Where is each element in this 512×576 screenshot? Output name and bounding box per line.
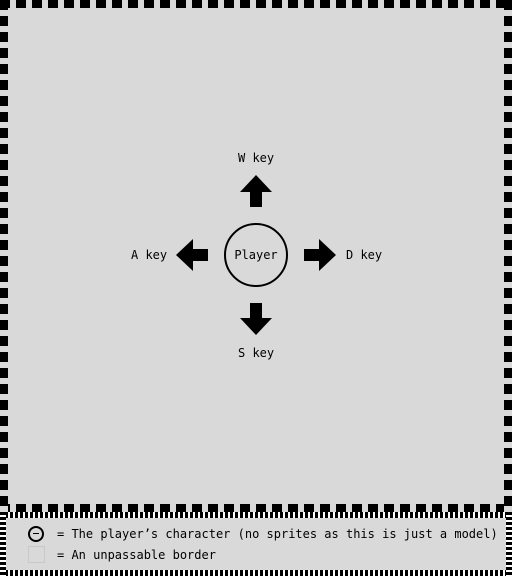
arrow-right-icon xyxy=(304,239,336,271)
border-bottom xyxy=(0,504,512,512)
legend-border-top xyxy=(0,512,512,518)
player-character: Player xyxy=(224,223,288,287)
w-key-label: W key xyxy=(238,151,275,165)
legend-border-text: = An unpassable border xyxy=(57,547,216,562)
d-key-label: D key xyxy=(346,248,383,262)
border-left xyxy=(0,0,8,512)
border-right xyxy=(504,0,512,512)
legend-row-border: = An unpassable border xyxy=(28,546,216,563)
legend: = The player’s character (no sprites as … xyxy=(0,512,512,576)
play-area: W key A key D key S key Player xyxy=(0,0,512,512)
border-tile-icon xyxy=(28,546,45,563)
legend-row-player: = The player’s character (no sprites as … xyxy=(28,526,498,542)
legend-border-left xyxy=(0,512,6,576)
a-key-label: A key xyxy=(131,248,168,262)
s-key-label: S key xyxy=(238,346,275,360)
border-top xyxy=(0,0,512,8)
legend-border-bottom xyxy=(0,570,512,576)
arrow-up-icon xyxy=(240,175,272,207)
legend-border-right xyxy=(506,512,512,576)
legend-player-text: = The player’s character (no sprites as … xyxy=(57,527,498,541)
player-label: Player xyxy=(234,248,278,262)
arrow-down-icon xyxy=(240,303,272,335)
player-circle-icon xyxy=(28,526,44,542)
arrow-left-icon xyxy=(176,239,208,271)
